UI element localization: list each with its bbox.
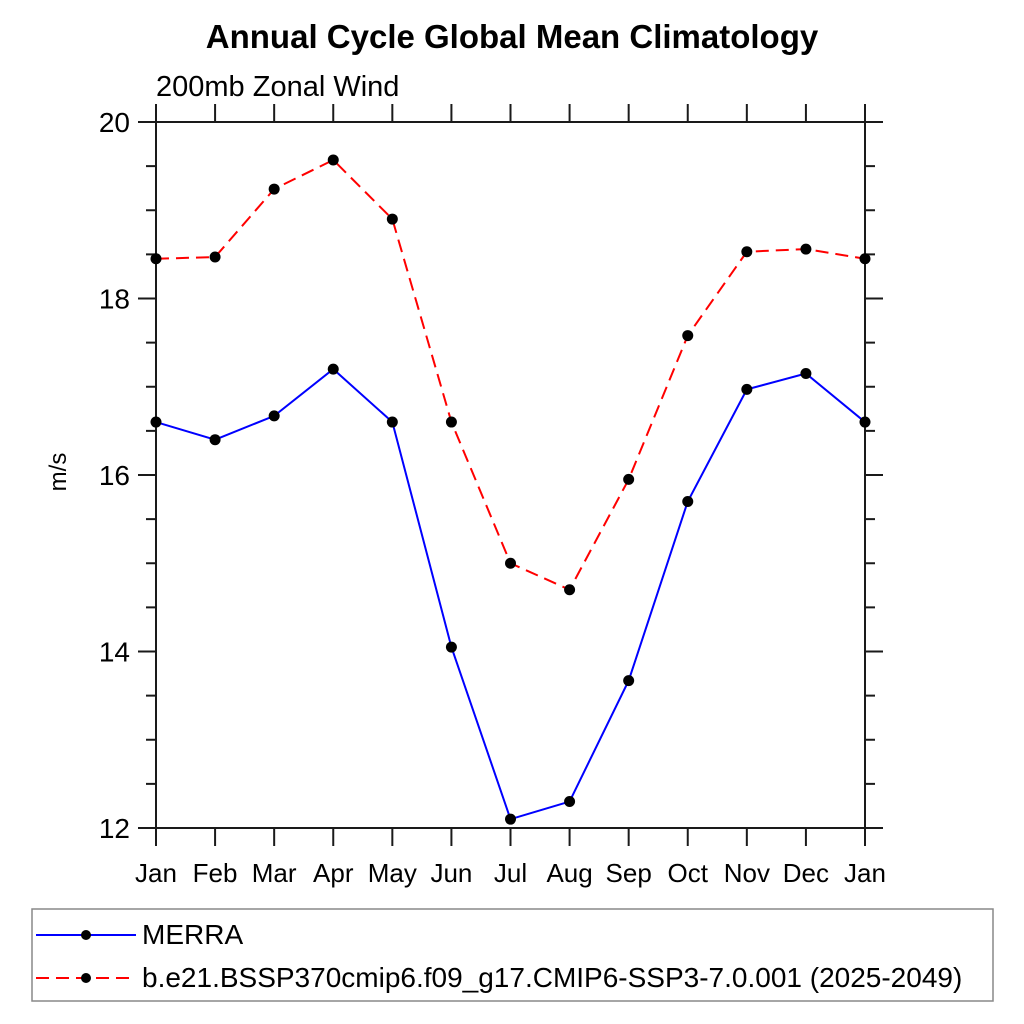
legend-label-model: b.e21.BSSP370cmip6.f09_g17.CMIP6-SSP3-7.…: [142, 962, 962, 993]
data-point: [505, 557, 516, 569]
y-tick-label: 20: [99, 107, 130, 138]
month-label: May: [368, 858, 417, 888]
data-point: [682, 495, 694, 507]
data-point: [150, 416, 162, 428]
series-line-merra: [155, 367, 866, 821]
y-tick-label: 12: [99, 813, 130, 844]
data-point: [445, 641, 457, 653]
data-point: [741, 383, 753, 395]
month-label: Jan: [135, 858, 177, 888]
month-label: Apr: [313, 858, 354, 888]
data-point: [386, 416, 398, 428]
data-point: [327, 363, 339, 375]
month-label: Aug: [546, 858, 592, 888]
legend-box: [31, 908, 994, 1002]
month-label: Jun: [430, 858, 472, 888]
data-point: [150, 253, 162, 265]
month-label: Mar: [252, 858, 297, 888]
month-label: Nov: [724, 858, 770, 888]
data-point: [800, 368, 812, 380]
month-label: Oct: [668, 858, 709, 888]
data-point: [268, 183, 280, 195]
chart-title: Annual Cycle Global Mean Climatology: [206, 18, 819, 55]
y-tick-label: 18: [99, 284, 130, 315]
data-point: [741, 246, 753, 258]
y-tick-label: 14: [99, 637, 130, 668]
data-point: [623, 675, 635, 687]
legend-marker: [81, 930, 91, 940]
legend-label-merra: MERRA: [142, 919, 243, 950]
month-label: Jan: [844, 858, 886, 888]
data-point: [859, 253, 871, 265]
data-point: [268, 410, 280, 422]
axes: Jan Feb Mar Apr May Jun Jul Aug Sep Oct Nov Dec Jan1…: [99, 104, 886, 888]
month-label: Dec: [783, 858, 829, 888]
data-series: [150, 154, 871, 825]
data-point: [682, 330, 694, 342]
legend-marker: [81, 973, 91, 983]
plot-box: [155, 121, 866, 829]
data-point: [327, 154, 339, 166]
month-label: Jul: [494, 858, 527, 888]
data-point: [209, 434, 221, 446]
data-point: [505, 813, 516, 825]
series-line-model: [155, 158, 866, 592]
data-point: [209, 251, 221, 263]
legend: MERRA b.e21.BSSP370cmip6.f09_g17.CMIP6-S…: [31, 908, 994, 1002]
month-label: Feb: [193, 858, 238, 888]
data-point: [859, 416, 871, 428]
data-point: [623, 473, 635, 485]
data-point: [445, 416, 457, 428]
data-point: [564, 796, 576, 808]
month-label: Sep: [606, 858, 652, 888]
y-tick-label: 16: [99, 460, 130, 491]
data-point: [564, 584, 576, 596]
data-point: [386, 213, 398, 225]
legend-sample-merra: [36, 930, 136, 940]
chart-subtitle: 200mb Zonal Wind: [156, 71, 399, 103]
y-axis-label: m/s: [45, 453, 72, 492]
legend-sample-model: [36, 973, 136, 983]
data-point: [800, 243, 812, 255]
